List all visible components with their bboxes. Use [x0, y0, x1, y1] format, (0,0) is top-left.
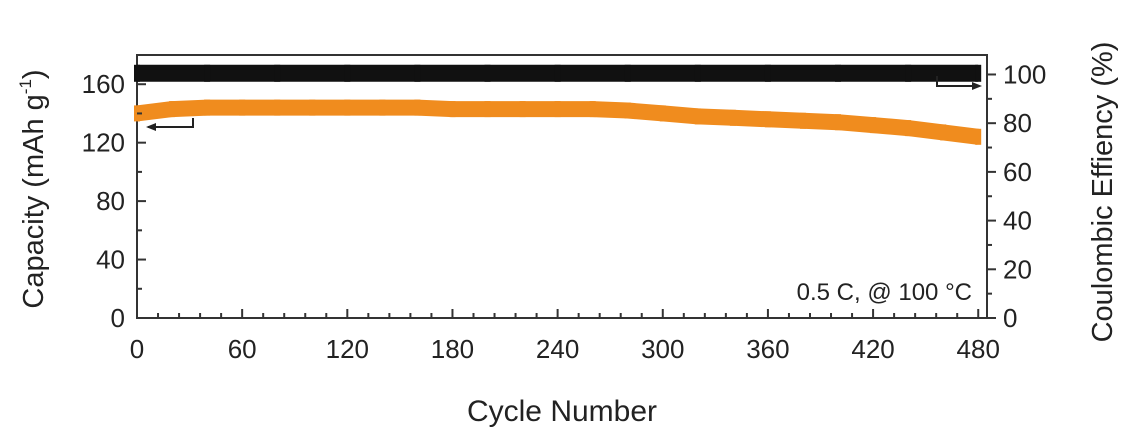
y-right-tick-label: 80 [1003, 108, 1032, 138]
x-tick-label: 300 [641, 334, 684, 364]
data-point [659, 105, 666, 122]
data-point [589, 101, 596, 118]
series-layer [134, 64, 982, 145]
x-tick-label: 180 [431, 334, 474, 364]
data-point [905, 120, 912, 137]
capacity-axis-arrowhead [146, 123, 156, 131]
x-tick-label: 360 [746, 334, 789, 364]
x-tick-label: 240 [536, 334, 579, 364]
data-point [835, 64, 841, 82]
y-axis-left-title-end: ) [18, 69, 50, 79]
data-point [975, 128, 982, 145]
data-point [729, 109, 736, 126]
y-left-tick-label: 160 [82, 69, 125, 99]
y-right-tick-label: 100 [1003, 59, 1046, 89]
x-tick-label: 120 [326, 334, 369, 364]
y-left-tick-label: 80 [96, 186, 125, 216]
data-point [274, 99, 281, 116]
data-point [835, 114, 841, 131]
capacity-axis-arrow [148, 118, 194, 128]
data-point [134, 64, 140, 82]
plot-frame [136, 54, 988, 319]
data-point [344, 99, 351, 116]
data-point [309, 99, 316, 116]
x-tick-label: 480 [957, 334, 1000, 364]
data-point [414, 64, 421, 82]
x-tick-label: 0 [130, 334, 144, 364]
y-right-tick-label: 60 [1003, 157, 1032, 187]
data-point [344, 64, 351, 82]
y-axis-left-ticks: 0 40 80 120 160 [82, 54, 146, 333]
x-axis-ticks: 0 60 120 180 240 300 360 420 480 [130, 309, 1000, 364]
y-axis-right-title: Coulombic Effiency (%) [1087, 42, 1119, 343]
data-point [204, 64, 211, 82]
efficiency-axis-arrow [936, 76, 978, 87]
y-left-tick-label: 40 [96, 245, 125, 275]
y-axis-right-ticks: 0 20 40 60 80 100 [987, 59, 1046, 333]
x-axis-title: Cycle Number [467, 395, 657, 428]
x-tick-label: 420 [851, 334, 894, 364]
data-point [694, 108, 701, 125]
y-right-tick-label: 0 [1003, 303, 1017, 333]
data-point [379, 99, 386, 116]
x-tick-label: 60 [228, 334, 257, 364]
data-point [554, 101, 561, 118]
efficiency-axis-arrowhead [972, 82, 982, 90]
y-axis-left-title-sup: -1 [16, 79, 35, 94]
data-point [414, 99, 421, 116]
data-point [870, 117, 877, 134]
data-point [484, 64, 491, 82]
y-left-tick-label: 0 [111, 303, 125, 333]
y-axis-left-title: Capacity (mAh g-1) [16, 69, 50, 308]
data-point [624, 64, 631, 82]
data-point [764, 111, 771, 128]
data-point [940, 124, 947, 141]
data-point [694, 64, 701, 82]
data-point [274, 64, 281, 82]
y-axis-left-title-main: Capacity (mAh g [18, 94, 50, 308]
y-left-tick-label: 120 [82, 128, 125, 158]
data-point [484, 101, 491, 118]
data-point [169, 101, 176, 118]
annotation: 0.5 C, @ 100 °C [797, 279, 972, 306]
data-point [764, 64, 771, 82]
data-point [239, 99, 246, 116]
data-point [204, 99, 211, 116]
data-point [554, 64, 561, 82]
data-point [519, 101, 526, 118]
data-point [975, 64, 982, 82]
data-point [449, 101, 456, 118]
y-right-tick-label: 20 [1003, 254, 1032, 284]
data-point [905, 64, 912, 82]
y-right-tick-label: 40 [1003, 206, 1032, 236]
data-point [800, 112, 806, 129]
data-point [624, 102, 631, 119]
